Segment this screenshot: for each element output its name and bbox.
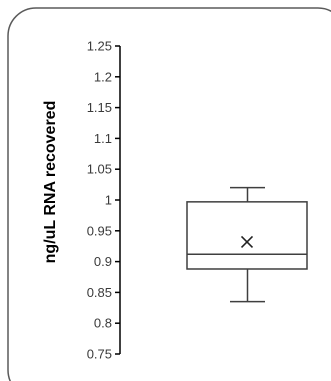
y-axis-ticks: 0.75 0.8 0.85 0.9 0.95 1 1.05 1.1 1.15 1.2 1.25: [87, 39, 120, 362]
y-tick-label: 1.1: [94, 131, 112, 146]
mean-marker: [240, 235, 254, 248]
box-iqr: [186, 201, 308, 270]
y-axis-title: ng/uL RNA recovered: [42, 101, 59, 264]
box-series: [186, 186, 308, 303]
y-tick-label: 0.9: [94, 254, 112, 269]
y-tick-label: 1.2: [94, 69, 112, 84]
y-tick-label: 0.95: [87, 223, 112, 238]
y-tick-label: 1.05: [87, 162, 112, 177]
y-tick-label: 0.85: [87, 285, 112, 300]
y-tick-label: 1: [105, 193, 112, 208]
chart-border: [7, 7, 331, 381]
y-tick-label: 0.75: [87, 347, 112, 362]
y-tick-label: 0.8: [94, 316, 112, 331]
y-tick-label: 1.15: [87, 100, 112, 115]
y-tick-label: 1.25: [87, 39, 112, 54]
